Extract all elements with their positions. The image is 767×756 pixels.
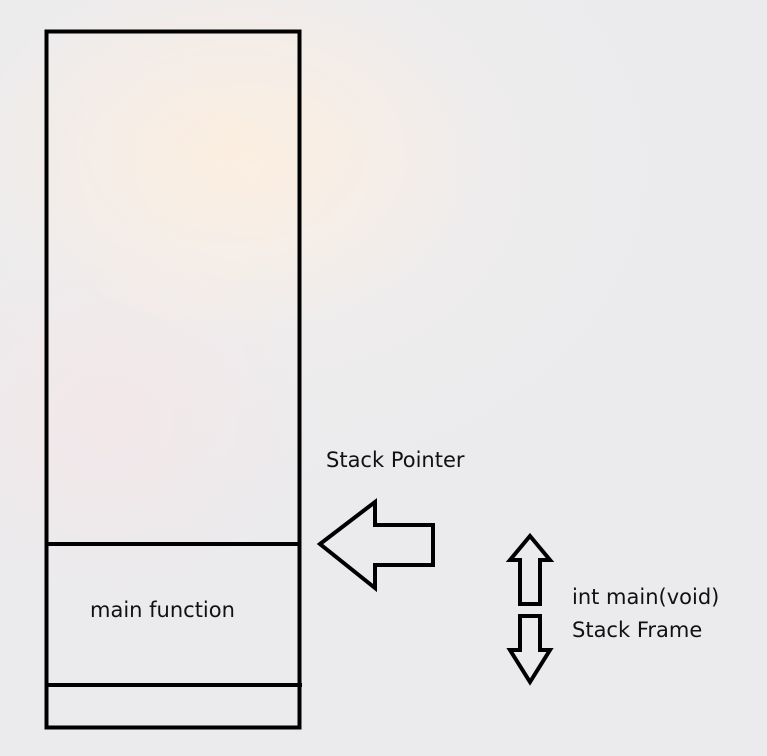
stack-frame-label: Stack Frame <box>572 618 703 642</box>
main-function-label: main function <box>90 598 235 622</box>
stack-pointer-label: Stack Pointer <box>326 448 465 472</box>
frame-signature-label: int main(void) <box>572 585 720 609</box>
arrow-left-icon <box>316 497 435 593</box>
arrow-down-icon <box>506 614 554 686</box>
stack-column <box>44 29 302 730</box>
arrow-up-icon <box>505 532 555 606</box>
